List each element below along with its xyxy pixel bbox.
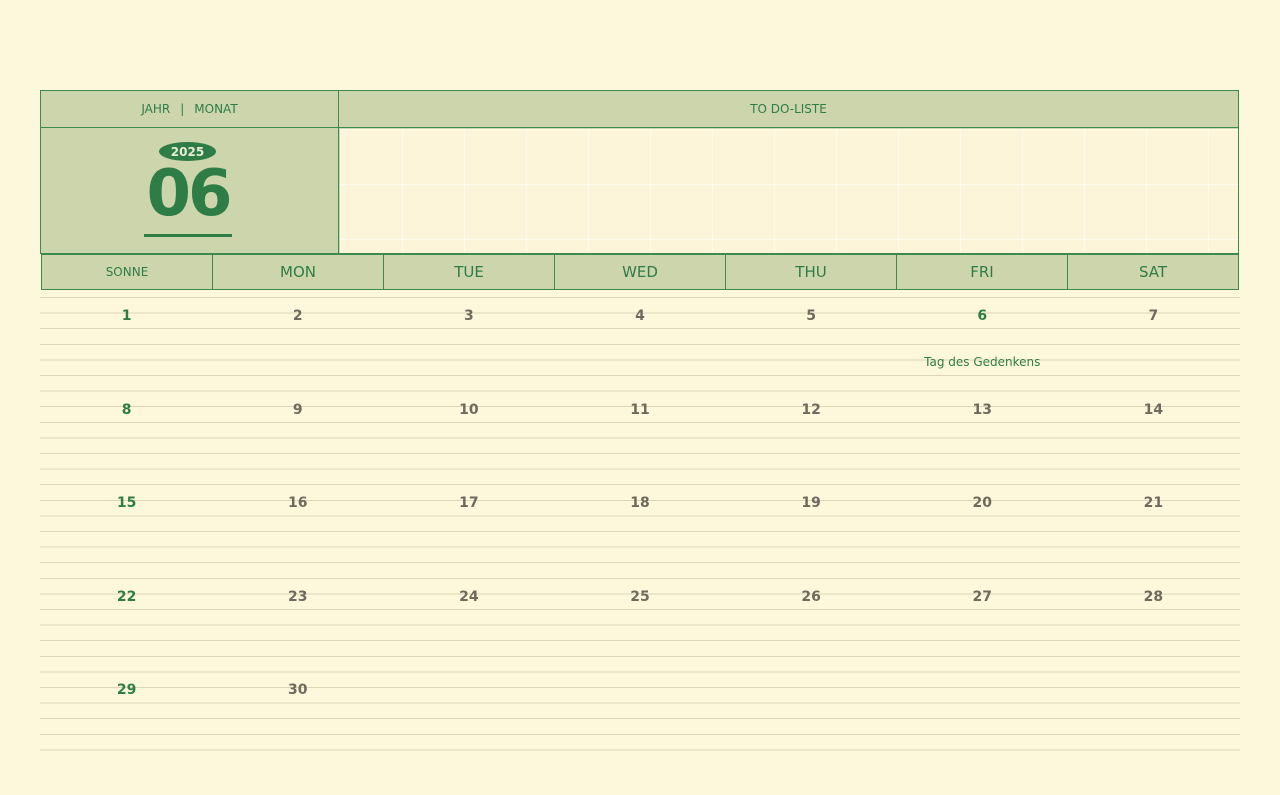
day-cell[interactable]: 6 Tag des Gedenkens (897, 305, 1068, 399)
date-box: 2025 06 (41, 128, 339, 253)
day-cell[interactable]: 29 (41, 679, 212, 773)
ruled-lines (40, 297, 1240, 759)
day-cell[interactable]: 18 (554, 492, 725, 586)
day-number: 25 (630, 588, 650, 605)
day-cell[interactable]: 12 (726, 399, 897, 493)
day-cell[interactable]: 27 (897, 586, 1068, 680)
day-cell[interactable]: 26 (726, 586, 897, 680)
day-number: 12 (801, 401, 821, 418)
day-cell[interactable]: 3 (383, 305, 554, 399)
year-badge: 2025 (159, 142, 216, 161)
day-cell[interactable]: 11 (554, 399, 725, 493)
holiday-label: Tag des Gedenkens (924, 355, 1041, 369)
day-cell[interactable]: 10 (383, 399, 554, 493)
month-number: 06 (146, 157, 232, 231)
day-number: 23 (287, 588, 308, 605)
day-cell[interactable]: 28 (1068, 586, 1239, 680)
day-cell[interactable] (383, 679, 554, 773)
day-number: 16 (287, 495, 308, 512)
separator: | (180, 102, 185, 116)
calendar-header: JAHR | MONAT TO DO-LISTE 2025 06 (40, 90, 1239, 254)
day-cell[interactable]: 5 (726, 305, 897, 399)
day-number: 15 (116, 495, 137, 512)
day-number: 24 (459, 588, 479, 605)
day-number: 8 (121, 401, 132, 418)
day-number: 10 (459, 401, 479, 418)
day-number: 26 (801, 588, 821, 605)
month-underline (144, 234, 232, 237)
calendar-grid: 1 2 3 4 5 6 Tag des Gedenkens 7 8 9 10 11 12 13 14 15 16… (41, 305, 1239, 773)
day-number: 21 (1143, 495, 1164, 512)
month-label: MONAT (194, 102, 238, 116)
day-cell[interactable]: 30 (212, 679, 383, 773)
day-cell[interactable] (1068, 679, 1239, 773)
day-cell[interactable]: 24 (383, 586, 554, 680)
weekday: TUE (384, 255, 555, 289)
day-number: 9 (292, 401, 303, 418)
day-number: 4 (635, 308, 645, 324)
day-cell[interactable]: 7 (1068, 305, 1239, 399)
day-number: 19 (801, 495, 821, 512)
day-number: 18 (630, 495, 650, 512)
weekday: MON (213, 255, 384, 289)
day-number: 13 (972, 401, 993, 418)
day-cell[interactable]: 2 (212, 305, 383, 399)
day-number: 29 (116, 682, 137, 699)
day-cell[interactable] (897, 679, 1068, 773)
day-number: 1 (121, 308, 132, 324)
day-cell[interactable]: 23 (212, 586, 383, 680)
day-cell[interactable] (554, 679, 725, 773)
day-cell[interactable]: 14 (1068, 399, 1239, 493)
day-number: 3 (463, 308, 474, 324)
day-cell[interactable]: 15 (41, 492, 212, 586)
day-cell[interactable]: 20 (897, 492, 1068, 586)
day-cell[interactable]: 19 (726, 492, 897, 586)
day-number: 20 (972, 495, 993, 512)
weekday: WED (555, 255, 726, 289)
todo-area[interactable] (340, 129, 1238, 253)
todo-title: TO DO-LISTE (339, 91, 1238, 128)
day-number: 7 (1148, 308, 1159, 324)
day-cell[interactable]: 9 (212, 399, 383, 493)
weekday: SONNE (42, 255, 213, 289)
day-cell[interactable]: 4 (554, 305, 725, 399)
day-cell[interactable]: 13 (897, 399, 1068, 493)
weekday: SAT (1138, 263, 1168, 281)
day-number: 2 (292, 308, 303, 324)
weekday: FRI (897, 255, 1068, 289)
day-cell[interactable]: 16 (212, 492, 383, 586)
day-number: 5 (806, 308, 816, 324)
day-cell[interactable]: 17 (383, 492, 554, 586)
weekday: THU (726, 255, 897, 289)
day-number: 14 (1143, 401, 1164, 418)
day-cell[interactable] (726, 679, 897, 773)
day-number: 11 (630, 401, 650, 418)
day-number: 28 (1143, 588, 1164, 605)
day-cell[interactable]: 1 (41, 305, 212, 399)
day-cell[interactable]: 21 (1068, 492, 1239, 586)
day-number: 30 (287, 682, 308, 699)
day-number: 6 (977, 308, 988, 324)
day-number: 22 (116, 588, 137, 605)
day-cell[interactable]: 22 (41, 586, 212, 680)
weekday-header: SONNE MON TUE WED THU FRI SAT (41, 254, 1239, 290)
year-label: JAHR (141, 102, 171, 116)
day-cell[interactable]: 25 (554, 586, 725, 680)
day-cell[interactable]: 8 (41, 399, 212, 493)
year-month-label: JAHR | MONAT (41, 91, 339, 128)
day-number: 27 (972, 588, 993, 605)
day-number: 17 (459, 495, 479, 512)
